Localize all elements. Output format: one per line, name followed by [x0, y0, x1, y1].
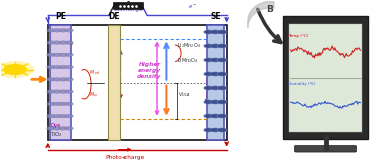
Text: $M_{ox}$: $M_{ox}$ — [89, 90, 99, 99]
Circle shape — [53, 90, 61, 93]
Circle shape — [46, 90, 55, 93]
Circle shape — [59, 90, 67, 93]
Circle shape — [217, 114, 227, 118]
Circle shape — [0, 62, 33, 77]
Circle shape — [204, 128, 214, 132]
Circle shape — [53, 29, 61, 32]
Circle shape — [217, 58, 227, 62]
FancyBboxPatch shape — [283, 16, 368, 139]
Circle shape — [53, 41, 61, 44]
Text: Higher
energy
density: Higher energy density — [137, 62, 162, 79]
Circle shape — [4, 65, 26, 74]
Circle shape — [204, 58, 214, 62]
Circle shape — [46, 65, 55, 69]
Circle shape — [59, 127, 67, 130]
Circle shape — [211, 72, 220, 76]
Circle shape — [211, 58, 220, 62]
Circle shape — [59, 53, 67, 57]
Circle shape — [211, 100, 220, 104]
Text: B: B — [266, 5, 273, 14]
Circle shape — [65, 102, 73, 106]
Circle shape — [217, 128, 227, 132]
Circle shape — [46, 102, 55, 106]
Circle shape — [204, 72, 214, 76]
Circle shape — [65, 78, 73, 81]
Circle shape — [217, 86, 227, 90]
Circle shape — [65, 127, 73, 130]
Circle shape — [211, 128, 220, 132]
Circle shape — [65, 114, 73, 118]
Circle shape — [217, 100, 227, 104]
Circle shape — [53, 127, 61, 130]
Circle shape — [59, 29, 67, 32]
Circle shape — [59, 114, 67, 118]
FancyBboxPatch shape — [289, 24, 362, 132]
FancyBboxPatch shape — [207, 25, 224, 140]
FancyBboxPatch shape — [294, 146, 356, 152]
Text: PE: PE — [55, 12, 66, 21]
Circle shape — [65, 41, 73, 44]
Text: Photo-charge: Photo-charge — [105, 155, 145, 160]
Text: Dye: Dye — [50, 123, 61, 128]
Circle shape — [46, 29, 55, 32]
Circle shape — [65, 90, 73, 93]
Circle shape — [204, 44, 214, 48]
Circle shape — [65, 53, 73, 57]
Circle shape — [204, 114, 214, 118]
Circle shape — [204, 30, 214, 34]
Circle shape — [53, 102, 61, 106]
Circle shape — [59, 65, 67, 69]
Text: Humidity (%): Humidity (%) — [288, 82, 315, 86]
Circle shape — [211, 114, 220, 118]
Circle shape — [211, 30, 220, 34]
Circle shape — [211, 44, 220, 48]
Circle shape — [46, 41, 55, 44]
Circle shape — [204, 86, 214, 90]
Circle shape — [217, 44, 227, 48]
FancyBboxPatch shape — [108, 25, 120, 140]
Circle shape — [46, 127, 55, 130]
Text: $V_{OCA}$: $V_{OCA}$ — [178, 90, 191, 99]
Circle shape — [59, 78, 67, 81]
Text: $M_{red}$: $M_{red}$ — [89, 68, 101, 77]
Circle shape — [46, 78, 55, 81]
Text: Li$_2$Mn$_2$O$_4$: Li$_2$Mn$_2$O$_4$ — [177, 41, 201, 50]
Circle shape — [217, 30, 227, 34]
Circle shape — [46, 114, 55, 118]
Circle shape — [211, 86, 220, 90]
Text: SE: SE — [210, 12, 221, 21]
Circle shape — [53, 53, 61, 57]
Text: Discharge: Discharge — [113, 7, 143, 12]
Text: TiO$_2$: TiO$_2$ — [50, 130, 63, 139]
Circle shape — [65, 29, 73, 32]
Circle shape — [46, 53, 55, 57]
Circle shape — [204, 100, 214, 104]
Circle shape — [53, 114, 61, 118]
Text: Temp (°C): Temp (°C) — [288, 34, 308, 38]
Text: DE: DE — [108, 12, 120, 21]
Circle shape — [65, 65, 73, 69]
Circle shape — [59, 41, 67, 44]
Circle shape — [59, 102, 67, 106]
Circle shape — [217, 72, 227, 76]
Circle shape — [53, 78, 61, 81]
Circle shape — [53, 65, 61, 69]
FancyBboxPatch shape — [113, 2, 143, 9]
Text: LiMn$_2$O$_4$: LiMn$_2$O$_4$ — [177, 56, 198, 65]
FancyBboxPatch shape — [50, 25, 71, 140]
Text: $e$: $e$ — [122, 154, 127, 161]
Text: $e^-$: $e^-$ — [188, 3, 197, 11]
